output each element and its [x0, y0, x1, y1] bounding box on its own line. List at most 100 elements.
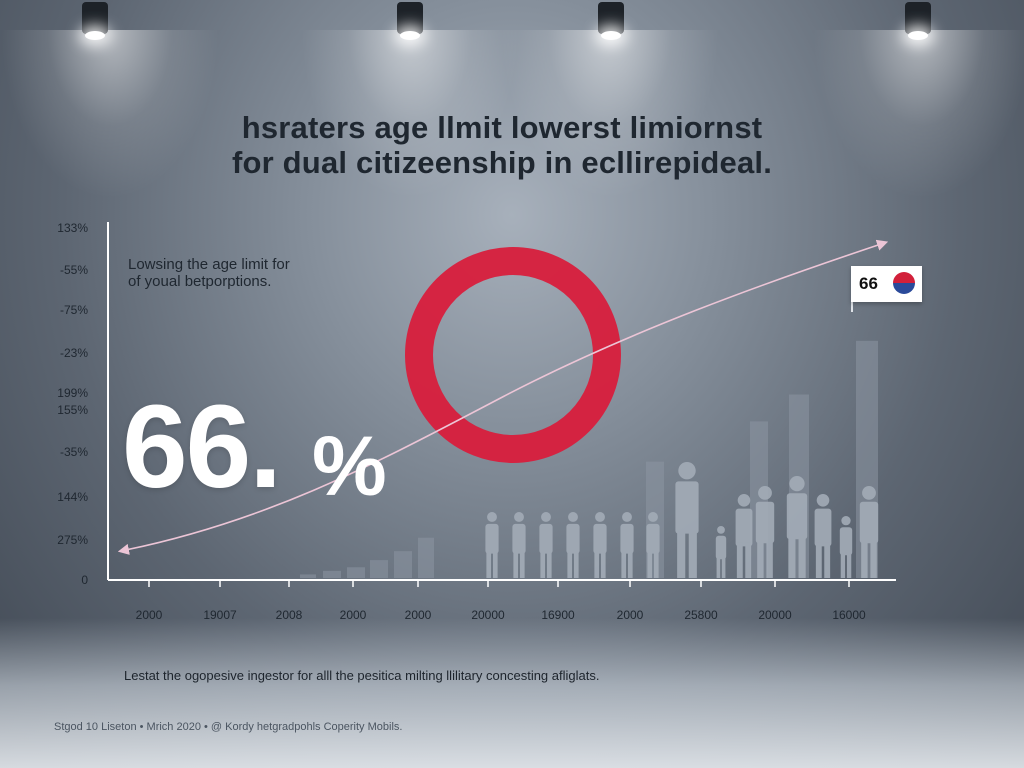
chart-bar: [418, 537, 434, 578]
person-leg: [513, 550, 519, 578]
chart-caption: Lestat the ogopesive ingestor for alll t…: [124, 668, 600, 683]
person-torso: [755, 501, 775, 544]
person-leg: [653, 550, 659, 578]
person-leg: [688, 529, 697, 578]
person-leg: [627, 550, 633, 578]
person-head: [568, 512, 578, 522]
x-tick-label: 2008: [276, 608, 303, 622]
chart-bar: [370, 560, 388, 578]
y-tick-label: 144%: [57, 490, 88, 504]
callout-text: Lowsing the age limit for of youal betpo…: [128, 256, 348, 290]
x-tick-label: 2000: [340, 608, 367, 622]
person-torso: [593, 523, 607, 554]
callout-line-2: of youal betporptions.: [128, 273, 272, 290]
red-ring-icon: [405, 247, 621, 463]
chart-title-line-1: hsraters age llmit lowerst limiornst: [241, 110, 763, 145]
y-tick-label: -35%: [60, 445, 88, 459]
person-leg: [824, 542, 831, 578]
person-torso: [646, 523, 660, 554]
person-head: [737, 494, 751, 507]
chart-bar: [347, 567, 365, 578]
person-leg: [621, 550, 627, 578]
person-torso: [859, 501, 879, 544]
person-head: [648, 512, 658, 522]
spotlight-beam: [0, 30, 220, 200]
person-leg: [721, 556, 726, 578]
x-tick-label: 20000: [758, 608, 792, 622]
y-tick-label: -23%: [60, 346, 88, 360]
person-leg: [600, 550, 606, 578]
y-tick-label: 199%: [57, 386, 88, 400]
person-leg: [766, 539, 773, 578]
person-leg: [647, 550, 653, 578]
person-figure-icon: [566, 512, 580, 578]
person-figure-icon: [539, 512, 553, 578]
person-leg: [798, 535, 806, 578]
taegeuk-emblem-icon: [893, 272, 915, 294]
y-tick-label: 0: [81, 573, 88, 587]
person-torso: [715, 535, 727, 560]
person-leg: [486, 550, 492, 578]
callout-line-1: Lowsing the age limit for: [128, 256, 290, 273]
spotlight-icon: [598, 2, 624, 40]
person-leg: [594, 550, 600, 578]
person-leg: [736, 542, 743, 578]
person-torso: [512, 523, 526, 554]
person-torso: [485, 523, 499, 554]
person-torso: [786, 493, 808, 540]
person-head: [758, 486, 772, 500]
person-figure-icon: [715, 526, 727, 578]
person-torso: [839, 527, 853, 556]
person-head: [678, 462, 696, 480]
person-leg: [677, 529, 686, 578]
x-tick-label: 25800: [684, 608, 718, 622]
person-head: [816, 494, 830, 507]
y-tick-label: 275%: [57, 533, 88, 547]
y-tick-label: 155%: [57, 403, 88, 417]
person-figure-icon: [512, 512, 526, 578]
spotlight-beam: [300, 30, 520, 200]
chart-bar: [323, 570, 341, 578]
person-leg: [757, 539, 764, 578]
person-head: [862, 486, 876, 500]
person-head: [622, 512, 632, 522]
person-figure-icon: [675, 462, 699, 578]
person-head: [514, 512, 524, 522]
trend-line: [117, 239, 889, 555]
person-head: [789, 476, 805, 492]
y-tick-label: -55%: [60, 263, 88, 277]
person-torso: [620, 523, 634, 554]
person-leg: [546, 550, 552, 578]
person-head: [541, 512, 551, 522]
person-leg: [840, 551, 846, 578]
x-tick-label: 2000: [617, 608, 644, 622]
person-figure-icon: [485, 512, 499, 578]
spotlight-beam: [500, 30, 720, 200]
x-tick-label: 16000: [832, 608, 866, 622]
person-leg: [567, 550, 573, 578]
person-torso: [539, 523, 553, 554]
person-leg: [573, 550, 579, 578]
x-tick-label: 20000: [471, 608, 505, 622]
person-leg: [815, 542, 822, 578]
x-tick-label: 16900: [541, 608, 575, 622]
person-leg: [745, 542, 752, 578]
spotlight-icon: [905, 2, 931, 40]
chart-title-line-2: for dual citizeenship in ecllirepideal.: [231, 145, 773, 180]
y-tick-label: -75%: [60, 303, 88, 317]
person-leg: [716, 556, 721, 578]
highlight-percent: %: [312, 419, 387, 513]
person-leg: [870, 539, 877, 578]
person-figure-icon: [814, 494, 832, 578]
person-leg: [492, 550, 498, 578]
person-head: [595, 512, 605, 522]
person-leg: [519, 550, 525, 578]
chart-bar: [300, 574, 316, 578]
spotlight-icon: [82, 2, 108, 40]
korea-flag-icon: 66: [851, 266, 922, 302]
person-figure-icon: [735, 494, 753, 578]
person-head: [487, 512, 497, 522]
y-tick-label: 133%: [57, 221, 88, 235]
spotlight-icon: [397, 2, 423, 40]
